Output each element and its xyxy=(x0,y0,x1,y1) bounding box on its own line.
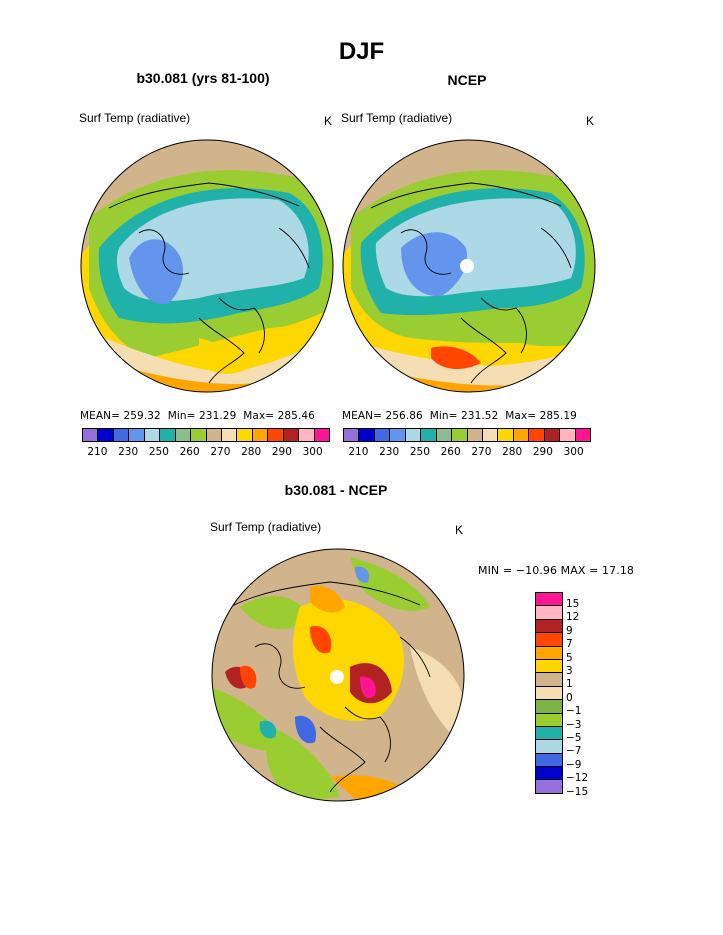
colorbar-ncep xyxy=(343,428,591,442)
colorbar-tick-label: 230 xyxy=(379,446,400,458)
colorbar-swatch xyxy=(536,686,562,701)
colorbar-swatch xyxy=(436,429,453,441)
colorbar-tick-label: −5 xyxy=(566,732,582,744)
colorbar-swatch xyxy=(206,429,222,441)
colorbar-swatch xyxy=(421,429,437,441)
colorbar-swatch xyxy=(452,429,468,441)
colorbar-swatch xyxy=(221,429,238,441)
colorbar-tick-label: 260 xyxy=(440,446,461,458)
colorbar-swatch xyxy=(536,633,562,647)
colorbar-swatch xyxy=(482,429,499,441)
colorbar-tick-label: 250 xyxy=(148,446,169,458)
colorbar-tick-label: 270 xyxy=(210,446,231,458)
diff-title: b30.081 - NCEP xyxy=(284,482,388,498)
colorbar-tick-label: −1 xyxy=(566,705,582,718)
colorbar-swatch xyxy=(536,659,562,674)
panel-2-title: NCEP xyxy=(447,72,487,88)
colorbar-swatch xyxy=(359,429,375,441)
colorbar-tick-label: 260 xyxy=(179,446,200,458)
colorbar-difference xyxy=(535,592,563,794)
colorbar-tick-label: −7 xyxy=(566,745,582,758)
colorbar-tick-label: 5 xyxy=(566,651,573,664)
colorbar-tick-label: 0 xyxy=(566,691,573,704)
colorbar-tick-label: 7 xyxy=(566,638,573,651)
panel-2-unit: K xyxy=(586,114,595,128)
colorbar-swatch xyxy=(536,740,562,754)
panel-1-stats: MEAN= 259.32 Min= 231.29 Max= 285.46 xyxy=(80,410,315,422)
colorbar-swatch xyxy=(390,429,406,441)
colorbar-swatch xyxy=(536,673,562,687)
colorbar-swatch xyxy=(344,429,360,441)
colorbar-swatch xyxy=(536,726,562,741)
panel-1-unit: K xyxy=(324,114,333,128)
colorbar-tick-label: −9 xyxy=(566,758,582,771)
colorbar-swatch xyxy=(536,753,562,768)
colorbar-swatch xyxy=(536,700,562,714)
colorbar-swatch xyxy=(268,429,284,441)
colorbar-swatch xyxy=(299,429,315,441)
colorbar-swatch xyxy=(544,429,561,441)
colorbar-swatch xyxy=(191,429,207,441)
colorbar-swatch xyxy=(129,429,145,441)
colorbar-tick-label: 300 xyxy=(563,446,584,458)
colorbar-tick-label: 210 xyxy=(348,446,369,458)
colorbar-swatch xyxy=(513,429,530,441)
colorbar-tick-label: 15 xyxy=(566,598,580,610)
colorbar-tick-label: 1 xyxy=(566,678,573,691)
colorbar-swatch xyxy=(374,429,391,441)
colorbar-tick-label: −3 xyxy=(566,718,582,731)
panel-2-stats: MEAN= 256.86 Min= 231.52 Max= 285.19 xyxy=(342,410,577,422)
colorbar-tick-label: 280 xyxy=(502,446,523,458)
colorbar-swatch xyxy=(175,429,192,441)
season-title: DJF xyxy=(338,38,385,65)
map-model xyxy=(80,139,334,393)
colorbar-swatch xyxy=(536,713,562,727)
colorbar-swatch xyxy=(536,780,562,793)
colorbar-swatch xyxy=(405,429,422,441)
colorbar-swatch xyxy=(314,429,329,441)
colorbar-tick-label: 12 xyxy=(566,611,580,624)
colorbar-swatch xyxy=(283,429,300,441)
colorbar-swatch xyxy=(144,429,161,441)
diff-variable: Surf Temp (radiative) xyxy=(210,520,322,534)
colorbar-swatch xyxy=(529,429,545,441)
colorbar-tick-label: 270 xyxy=(471,446,492,458)
colorbar-swatch xyxy=(237,429,253,441)
colorbar-swatch xyxy=(113,429,130,441)
colorbar-swatch xyxy=(536,606,562,620)
colorbar-tick-label: 9 xyxy=(566,624,573,637)
panel-1-variable: Surf Temp (radiative) xyxy=(79,111,191,125)
colorbar-tick-label: 3 xyxy=(566,665,573,677)
colorbar-swatch xyxy=(536,593,562,607)
colorbar-tick-label: 230 xyxy=(118,446,139,458)
colorbar-swatch xyxy=(498,429,514,441)
colorbar-swatch xyxy=(560,429,576,441)
colorbar-tick-label: 300 xyxy=(302,446,323,458)
map-difference xyxy=(211,548,465,802)
panel-2-variable: Surf Temp (radiative) xyxy=(341,111,453,125)
colorbar-swatch xyxy=(467,429,483,441)
colorbar-tick-label: −15 xyxy=(566,785,589,798)
colorbar-tick-label: 210 xyxy=(87,446,108,458)
colorbar-swatch xyxy=(98,429,114,441)
diff-stats: MIN = −10.96 MAX = 17.18 xyxy=(478,564,635,577)
panel-1-title: b30.081 (yrs 81-100) xyxy=(136,70,270,86)
colorbar-swatch xyxy=(536,619,562,634)
colorbar-swatch xyxy=(83,429,99,441)
colorbar-tick-label: 250 xyxy=(409,446,430,458)
colorbar-swatch xyxy=(252,429,269,441)
diff-unit: K xyxy=(455,523,464,537)
map-ncep xyxy=(342,139,596,393)
colorbar-model xyxy=(82,428,330,442)
colorbar-tick-label: 280 xyxy=(241,446,262,458)
colorbar-tick-label: 290 xyxy=(271,446,292,458)
colorbar-swatch xyxy=(160,429,176,441)
colorbar-tick-label: 290 xyxy=(532,446,553,458)
colorbar-tick-label: −12 xyxy=(566,772,589,785)
colorbar-swatch xyxy=(575,429,590,441)
colorbar-swatch xyxy=(536,646,562,660)
colorbar-swatch xyxy=(536,767,562,781)
